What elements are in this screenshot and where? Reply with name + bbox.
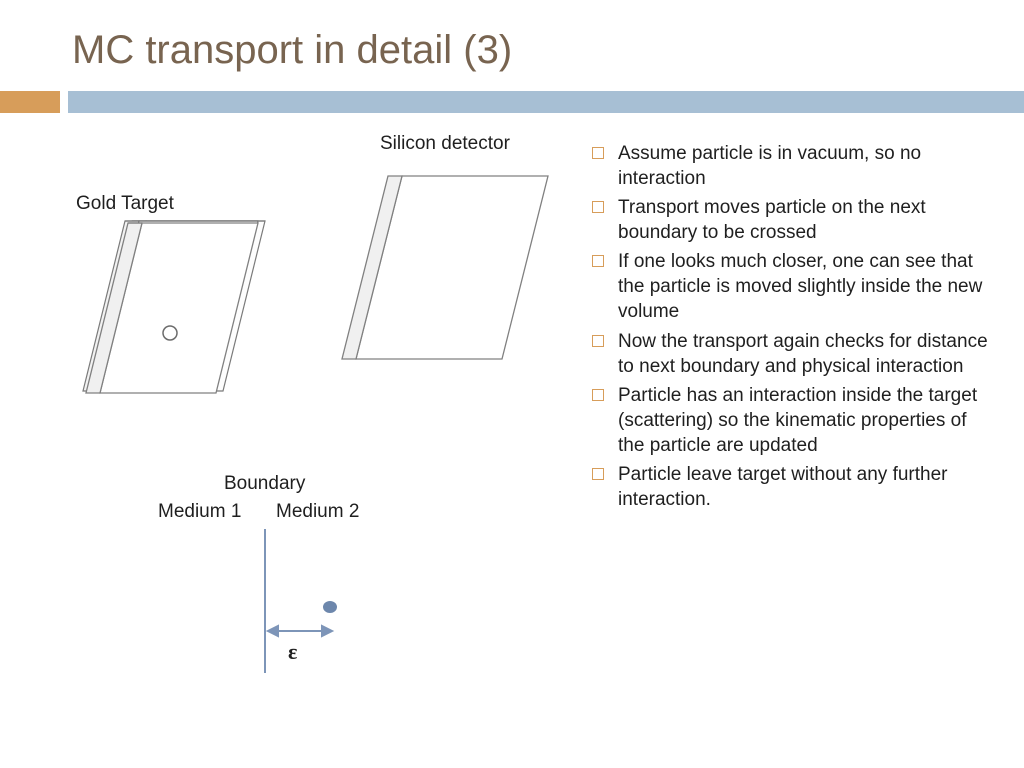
transport-diagram: Silicon detector Gold Target <box>30 141 590 701</box>
accent-blue <box>68 91 1024 113</box>
epsilon-label: ε <box>288 639 297 665</box>
accent-orange <box>0 91 60 113</box>
epsilon-dot <box>323 601 337 613</box>
medium1-label: Medium 1 <box>158 501 241 523</box>
list-item: Particle leave target without any furthe… <box>590 462 996 512</box>
list-item: Now the transport again checks for dista… <box>590 329 996 379</box>
accent-bar <box>0 91 1024 113</box>
bullet-list: Assume particle is in vacuum, so no inte… <box>590 141 996 512</box>
diagram-svg <box>30 141 590 701</box>
particle-circle <box>163 326 177 340</box>
epsilon-arrow <box>268 626 332 636</box>
list-item: Transport moves particle on the next bou… <box>590 195 996 245</box>
list-item: If one looks much closer, one can see th… <box>590 249 996 324</box>
boundary-label: Boundary <box>224 473 305 495</box>
list-item: Particle has an interaction inside the t… <box>590 383 996 458</box>
page-title: MC transport in detail (3) <box>72 28 1024 73</box>
medium2-label: Medium 2 <box>276 501 359 523</box>
list-item: Assume particle is in vacuum, so no inte… <box>590 141 996 191</box>
silicon-slab <box>342 176 548 359</box>
